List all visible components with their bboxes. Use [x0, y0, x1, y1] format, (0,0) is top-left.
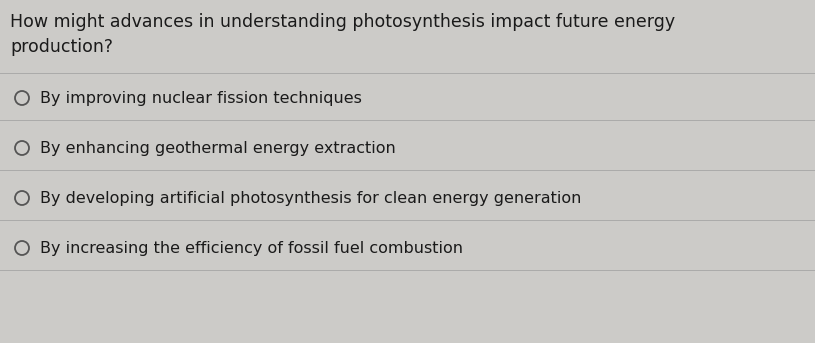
- Text: production?: production?: [10, 38, 113, 56]
- Text: By enhancing geothermal energy extraction: By enhancing geothermal energy extractio…: [40, 141, 396, 155]
- Text: By improving nuclear fission techniques: By improving nuclear fission techniques: [40, 91, 362, 106]
- Text: How might advances in understanding photosynthesis impact future energy: How might advances in understanding phot…: [10, 13, 675, 31]
- Text: By developing artificial photosynthesis for clean energy generation: By developing artificial photosynthesis …: [40, 190, 581, 205]
- Text: By increasing the efficiency of fossil fuel combustion: By increasing the efficiency of fossil f…: [40, 240, 463, 256]
